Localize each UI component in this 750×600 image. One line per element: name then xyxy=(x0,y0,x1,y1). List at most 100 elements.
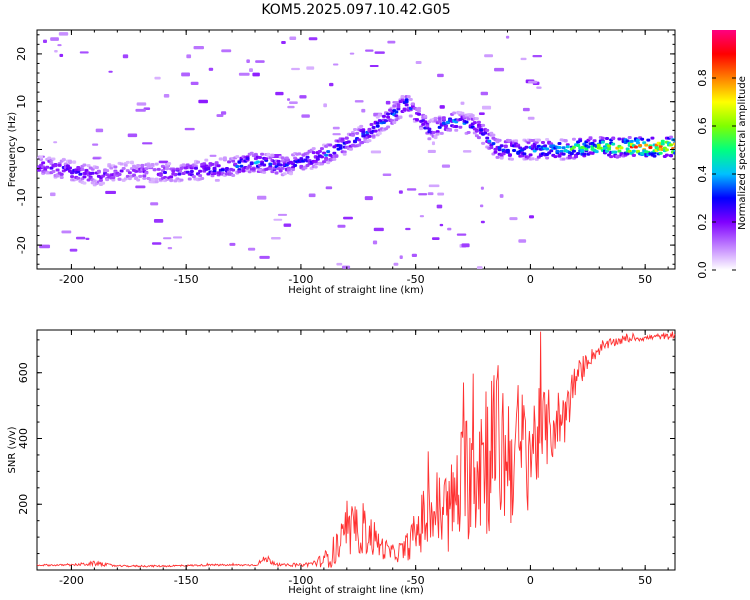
spectrum-ridge-cell xyxy=(410,102,415,106)
spectrum-ridge-cell xyxy=(258,156,263,160)
spectrum-ridge-cell xyxy=(260,152,265,156)
spectrogram-x-axis-label: Height of straight line (km) xyxy=(288,285,424,296)
spectrum-ridge-cell xyxy=(483,131,488,135)
spectrum-ridge-cell xyxy=(288,172,293,176)
spectrum-ridge-cell xyxy=(191,175,196,179)
spectrum-ridge-cell xyxy=(198,169,203,173)
spectrum-noise-cell xyxy=(150,202,159,206)
spectrum-noise-cell xyxy=(415,61,422,64)
x-tick-label: -100 xyxy=(288,273,313,286)
spectrum-ridge-cell xyxy=(454,125,459,129)
spectrum-ridge-cell xyxy=(67,159,72,163)
spectrum-ridge-cell xyxy=(278,169,283,173)
spectrum-ridge-cell xyxy=(315,157,320,161)
spectrum-noise-cell xyxy=(257,195,267,200)
spectrum-ridge-cell xyxy=(255,160,260,164)
spectrum-noise-cell xyxy=(151,242,162,245)
spectrum-ridge-cell xyxy=(274,171,279,175)
spectrum-noise-cell xyxy=(481,105,492,110)
spectrum-ridge-cell xyxy=(443,125,448,129)
spectrum-noise-cell xyxy=(184,127,195,131)
spectrum-noise-cell xyxy=(499,194,504,198)
spectrum-ridge-cell xyxy=(466,117,471,121)
spectrum-noise-cell xyxy=(163,237,172,240)
snr-line xyxy=(36,331,676,569)
spectrum-ridge-cell xyxy=(561,157,566,161)
y-tick-label: 400 xyxy=(17,428,30,449)
spectrum-noise-cell xyxy=(370,150,382,154)
spectrum-ridge-cell xyxy=(41,161,46,165)
spectrum-ridge-cell xyxy=(417,109,422,113)
spectrum-ridge-cell xyxy=(55,168,60,172)
spectrum-ridge-cell xyxy=(222,156,227,160)
spectrum-ridge-cell xyxy=(235,155,240,159)
spectrum-ridge-cell xyxy=(227,160,232,164)
spectrum-ridge-cell xyxy=(154,177,159,181)
spectrum-ridge-cell xyxy=(592,139,597,143)
spectrum-noise-cell xyxy=(289,36,297,40)
spectrum-ridge-cell xyxy=(408,97,413,101)
spectrum-ridge-cell xyxy=(311,151,316,155)
spectrum-ridge-cell xyxy=(367,134,372,138)
spectrum-noise-cell xyxy=(505,35,510,39)
spectrum-noise-cell xyxy=(208,67,214,71)
spectrum-ridge-cell xyxy=(311,147,316,151)
spectrum-noise-cell xyxy=(518,239,527,243)
spectrum-ridge-cell xyxy=(479,128,484,132)
spectrum-ridge-cell xyxy=(59,175,64,179)
spectrum-ridge-cell xyxy=(627,136,632,140)
spectrum-noise-cell xyxy=(127,133,138,138)
spectrum-ridge-cell xyxy=(495,155,500,159)
spectrum-noise-cell xyxy=(181,72,190,77)
spectrum-noise-cell xyxy=(437,192,445,196)
spectrum-noise-cell xyxy=(536,86,542,89)
spectrum-noise-cell xyxy=(323,103,327,108)
spectrum-ridge-cell xyxy=(359,124,364,128)
spectrum-noise-cell xyxy=(259,255,270,259)
spectrum-ridge-cell xyxy=(175,167,180,171)
spectrum-ridge-cell xyxy=(231,173,236,177)
spectrum-noise-cell xyxy=(418,193,428,196)
spectrum-ridge-cell xyxy=(162,171,167,175)
spectrum-noise-cell xyxy=(332,133,341,136)
spectrum-ridge-cell xyxy=(598,146,603,150)
spectrum-noise-cell xyxy=(528,80,538,84)
spectrum-ridge-cell xyxy=(367,139,372,143)
spectrum-ridge-cell xyxy=(528,153,533,157)
spectrum-ridge-cell xyxy=(600,136,605,140)
spectrum-noise-cell xyxy=(341,265,351,269)
spectrum-ridge-cell xyxy=(605,137,610,141)
spectrum-ridge-cell xyxy=(127,171,132,175)
spectrum-ridge-cell xyxy=(169,178,174,182)
spectrum-ridge-cell xyxy=(39,155,44,159)
spectrum-ridge-cell xyxy=(117,177,122,181)
spectrum-ridge-cell xyxy=(404,103,409,107)
spectrum-ridge-cell xyxy=(423,114,428,118)
spectrum-ridge-cell xyxy=(586,145,591,149)
spectrum-ridge-cell xyxy=(642,141,647,145)
spectrum-ridge-cell xyxy=(441,121,446,125)
spectrum-ridge-cell xyxy=(72,160,77,164)
x-tick-label: -50 xyxy=(407,574,425,587)
spectrum-ridge-cell xyxy=(76,176,81,180)
spectrum-noise-cell xyxy=(361,108,366,113)
spectrum-ridge-cell xyxy=(536,138,541,142)
spectrum-ridge-cell xyxy=(571,149,576,153)
spectrum-noise-cell xyxy=(281,40,286,44)
spectrum-ridge-cell xyxy=(635,138,640,142)
spectrum-noise-cell xyxy=(186,54,192,59)
x-tick-label: 50 xyxy=(638,273,652,286)
spectrum-ridge-cell xyxy=(179,166,184,170)
spectrum-ridge-cell xyxy=(233,162,238,166)
spectrum-ridge-cell xyxy=(82,181,87,185)
spectrum-noise-cell xyxy=(286,98,291,101)
spectrum-ridge-cell xyxy=(268,162,273,166)
spectrum-ridge-cell xyxy=(342,152,347,156)
spectrum-ridge-cell xyxy=(646,138,651,142)
spectrum-ridge-cell xyxy=(158,173,163,177)
spectrum-ridge-cell xyxy=(355,131,360,135)
spectrum-ridge-cell xyxy=(324,158,329,162)
spectrum-ridge-cell xyxy=(266,153,271,157)
spectrum-ridge-cell xyxy=(417,112,422,116)
